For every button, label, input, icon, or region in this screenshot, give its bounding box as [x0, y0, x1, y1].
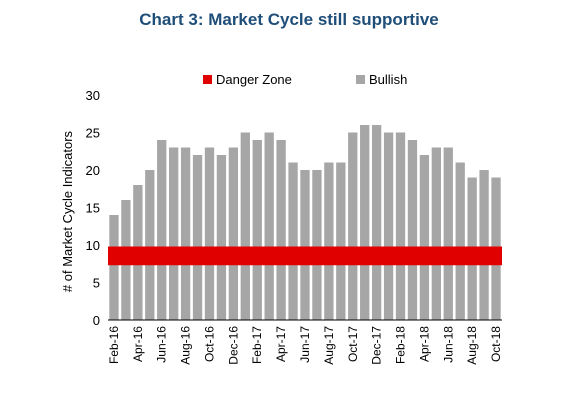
x-tick-label: Feb-16 [107, 326, 121, 364]
x-tick-label: Aug-17 [322, 326, 336, 365]
bar-Aug-16 [180, 147, 191, 320]
bar-May-17 [288, 162, 298, 320]
bar-Mar-18 [407, 140, 418, 320]
bar-May-16 [145, 170, 155, 320]
bar-Jun-16 [157, 140, 167, 320]
x-tick-label: Dec-17 [370, 326, 384, 365]
x-tick-label: Jun-16 [155, 326, 169, 363]
bar-Jan-17 [240, 132, 250, 320]
x-tick-label: Apr-17 [274, 326, 288, 362]
danger-zone-band [108, 246, 502, 266]
bar-Mar-17 [264, 132, 274, 320]
bar-Sep-16 [192, 155, 203, 320]
legend-swatch-danger-zone [203, 75, 212, 84]
x-tick-label: Jun-17 [298, 326, 312, 363]
legend-swatch-bullish [356, 75, 365, 84]
bar-series-bullish [109, 125, 501, 320]
chart-title: Chart 3: Market Cycle still supportive [139, 10, 439, 29]
bar-Aug-17 [324, 162, 334, 320]
bar-Dec-17 [371, 125, 382, 320]
bar-Nov-16 [216, 155, 227, 320]
x-tick-label: Oct-17 [346, 326, 360, 362]
bar-Jul-18 [455, 162, 465, 320]
bar-Apr-18 [419, 155, 430, 320]
x-tick-label: Feb-17 [250, 326, 264, 364]
bar-Sep-17 [336, 162, 346, 320]
bar-Nov-17 [360, 125, 370, 320]
y-tick-label: 30 [86, 88, 100, 103]
x-tick-label: Apr-18 [417, 326, 431, 362]
y-tick-label: 5 [93, 276, 100, 291]
bar-Jan-18 [383, 132, 394, 320]
y-tick-label: 25 [86, 126, 100, 141]
y-tick-label: 0 [93, 313, 100, 328]
legend-label-danger-zone: Danger Zone [216, 72, 292, 87]
x-tick-label: Aug-18 [465, 326, 479, 365]
legend-label-bullish: Bullish [369, 72, 407, 87]
bar-Dec-16 [228, 147, 239, 320]
bar-Jun-17 [300, 170, 310, 320]
legend: Danger Zone Bullish [203, 72, 407, 87]
x-tick-label: Feb-18 [394, 326, 408, 364]
bar-Feb-17 [252, 140, 262, 320]
bar-Oct-16 [204, 147, 215, 320]
bar-May-18 [431, 147, 441, 320]
y-tick-label: 15 [86, 201, 100, 216]
bar-Jul-16 [169, 147, 179, 320]
y-axis-ticks: 0 5 10 15 20 25 30 [86, 88, 100, 328]
x-tick-label: Oct-16 [202, 326, 216, 362]
y-tick-label: 10 [86, 238, 100, 253]
x-tick-label: Oct-18 [489, 326, 503, 362]
bar-Sep-18 [479, 170, 489, 320]
bar-Jul-17 [312, 170, 322, 320]
bar-Feb-16 [109, 215, 119, 320]
x-tick-label: Jun-18 [441, 326, 455, 363]
bar-Oct-17 [348, 132, 358, 320]
x-axis-ticks: Feb-16 Apr-16 Jun-16 Aug-16 Oct-16 Dec-16 Feb-… [107, 326, 503, 365]
y-tick-label: 20 [86, 163, 100, 178]
x-tick-label: Dec-16 [226, 326, 240, 365]
bar-Apr-17 [276, 140, 286, 320]
y-axis-label: # of Market Cycle Indicators [60, 130, 75, 292]
bar-Feb-18 [395, 132, 406, 320]
bar-Jun-18 [443, 147, 453, 320]
x-tick-label: Aug-16 [179, 326, 193, 365]
x-tick-label: Apr-16 [131, 326, 145, 362]
